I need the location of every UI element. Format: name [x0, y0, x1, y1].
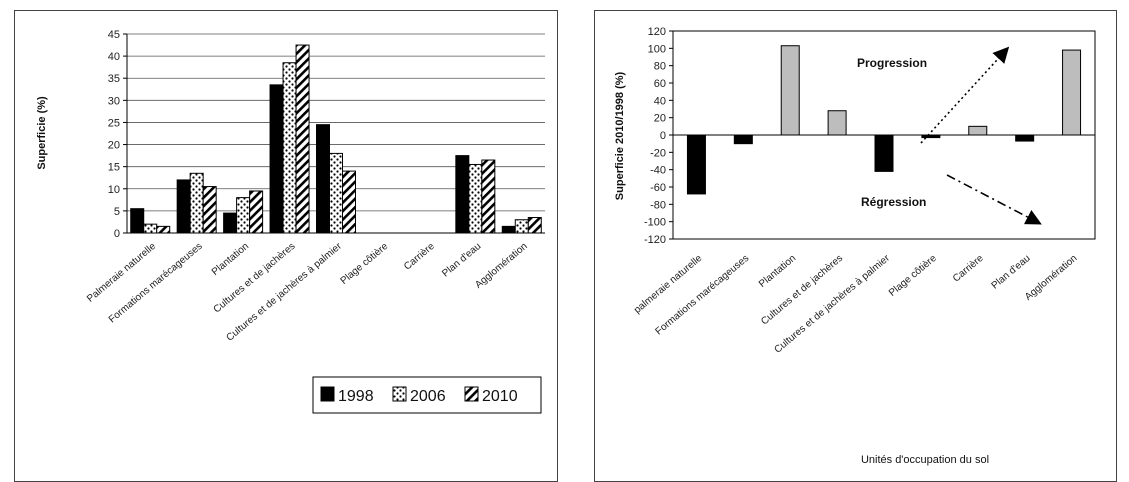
- legend-label-2010: 2010: [482, 388, 518, 405]
- y-tick-label: -120: [644, 234, 666, 246]
- y-tick-label: 120: [648, 26, 666, 38]
- legend: 1998 2006 2010: [312, 376, 542, 414]
- bar-1998-agglomeration: [501, 225, 516, 234]
- y-tick-label: 20: [654, 113, 666, 125]
- chart-panel-evolution: 120 100 80 60 40 20 0 -20 -40 -60 -80 -100 -120 palm…: [594, 10, 1117, 482]
- category-label: Plantation: [757, 253, 798, 290]
- bar-2010-palmeraie-naturelle: [156, 225, 171, 234]
- bar-2006-plantation: [236, 197, 251, 234]
- bar-2010-cultures-et-de-jacheres: [295, 44, 310, 234]
- y-tick-label: 0: [114, 228, 120, 240]
- bar-2010-plantation: [249, 190, 264, 234]
- category-label: Plan d'eau: [440, 241, 483, 280]
- category-label: Carrière: [402, 241, 437, 273]
- chart-panel-superficie: 0 5 10 15 20 25 30 35 40 45 Palmeraie naturelle Fo…: [14, 10, 558, 482]
- y-tick-label: 100: [648, 43, 666, 55]
- y-tick-label: -40: [650, 165, 666, 177]
- bar-2006-plan-d-eau: [468, 163, 483, 234]
- legend-label-1998: 1998: [338, 388, 374, 405]
- bar-2010-formations-marecageuses: [202, 186, 217, 234]
- y-tick-label: 10: [108, 184, 120, 196]
- category-label: Plage côtière: [339, 241, 391, 287]
- category-label: Cultures et de jachères: [212, 241, 298, 316]
- bar-2006-palmeraie-naturelle: [143, 223, 158, 234]
- category-label: Formations marécageuses: [107, 241, 205, 326]
- bar-1998-cultures-et-de-jacheres-a-palmier: [316, 124, 330, 234]
- category-label: Plan d'eau: [990, 253, 1033, 292]
- legend-swatch-2006: [392, 386, 407, 402]
- legend-label-2006: 2006: [410, 388, 446, 405]
- bar-cultures-et-de-jacheres-a-palmier: [874, 134, 894, 172]
- annotation-regression: Régression: [861, 195, 926, 209]
- bar-plantation: [780, 45, 800, 136]
- category-label: Carrière: [951, 253, 986, 285]
- x-axis-label: Unités d'occupation du sol: [861, 454, 989, 466]
- bar-2010-cultures-et-de-jacheres-a-palmier: [342, 170, 356, 234]
- bar-1998-cultures-et-de-jacheres: [269, 84, 284, 234]
- bar-1998-plan-d-eau: [455, 155, 470, 234]
- y-axis-label: Superficie 2010/1998 (%): [614, 71, 626, 200]
- bar-2010-agglomeration: [527, 217, 542, 234]
- y-tick-label: 15: [108, 162, 120, 174]
- legend-box: [312, 376, 542, 414]
- y-tick-label: 30: [108, 95, 120, 107]
- y-tick-label: -20: [650, 147, 666, 159]
- y-tick-label: 20: [108, 140, 120, 152]
- legend-swatch-1998: [320, 386, 335, 402]
- bar-2006-formations-marecageuses: [189, 172, 204, 234]
- category-label: Plage côtière: [887, 253, 939, 299]
- regression-arrow: [946, 174, 1042, 225]
- bar-2006-cultures-et-de-jacheres: [282, 62, 297, 234]
- bar-agglomeration: [1062, 49, 1082, 136]
- bar-cultures-et-de-jacheres: [827, 110, 847, 136]
- y-tick-label: 35: [108, 73, 120, 85]
- progression-arrow: [920, 46, 1010, 144]
- category-label: Cultures et de jachères: [759, 253, 845, 328]
- bar-2006-agglomeration: [514, 219, 529, 234]
- bar-palmeraie-naturelle: [686, 134, 706, 195]
- y-tick-label: 45: [108, 29, 120, 41]
- category-label: Plantation: [210, 241, 251, 278]
- bar-carriere: [968, 125, 988, 136]
- category-label: Formations marécageuses: [653, 253, 751, 338]
- bar-formations-marecageuses: [733, 134, 753, 145]
- y-tick-label: -60: [650, 182, 666, 194]
- annotation-progression: Progression: [857, 56, 927, 70]
- y-tick-label: 40: [108, 51, 120, 63]
- bar-plan-d-eau: [1015, 134, 1035, 142]
- y-tick-label: 0: [660, 130, 666, 142]
- y-tick-label: 25: [108, 117, 120, 129]
- y-tick-label: 40: [654, 95, 666, 107]
- y-tick-label: -100: [644, 217, 666, 229]
- legend-swatch-2010: [464, 386, 479, 402]
- y-tick-label: 80: [654, 61, 666, 73]
- y-tick-label: -80: [650, 199, 666, 211]
- y-axis-label: Superficie (%): [36, 96, 48, 170]
- bar-2006-cultures-et-de-jacheres-a-palmier: [329, 152, 343, 234]
- bar-1998-palmeraie-naturelle: [130, 208, 145, 234]
- y-tick-label: 60: [654, 78, 666, 90]
- bar-2010-plan-d-eau: [481, 159, 496, 234]
- y-tick-label: 5: [114, 206, 120, 218]
- bar-1998-plantation: [223, 212, 238, 234]
- bar-1998-formations-marecageuses: [176, 179, 191, 234]
